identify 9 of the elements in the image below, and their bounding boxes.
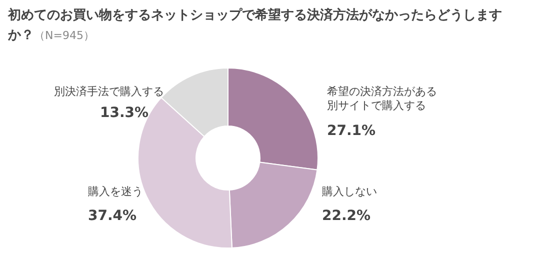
slice-label: 購入しない <box>322 185 377 198</box>
slice-label: 別決済手法で購入する <box>54 85 164 98</box>
data-label: 27.1% <box>327 123 376 139</box>
data-label: 22.2% <box>322 208 371 224</box>
slice-label: 希望の決済方法がある別サイトで購入する <box>327 85 437 112</box>
chart-subtitle: （N=945） <box>34 29 94 42</box>
data-label: 13.3% <box>100 105 149 121</box>
data-label: 37.4% <box>88 208 137 224</box>
slice-label: 購入を迷う <box>88 185 143 198</box>
